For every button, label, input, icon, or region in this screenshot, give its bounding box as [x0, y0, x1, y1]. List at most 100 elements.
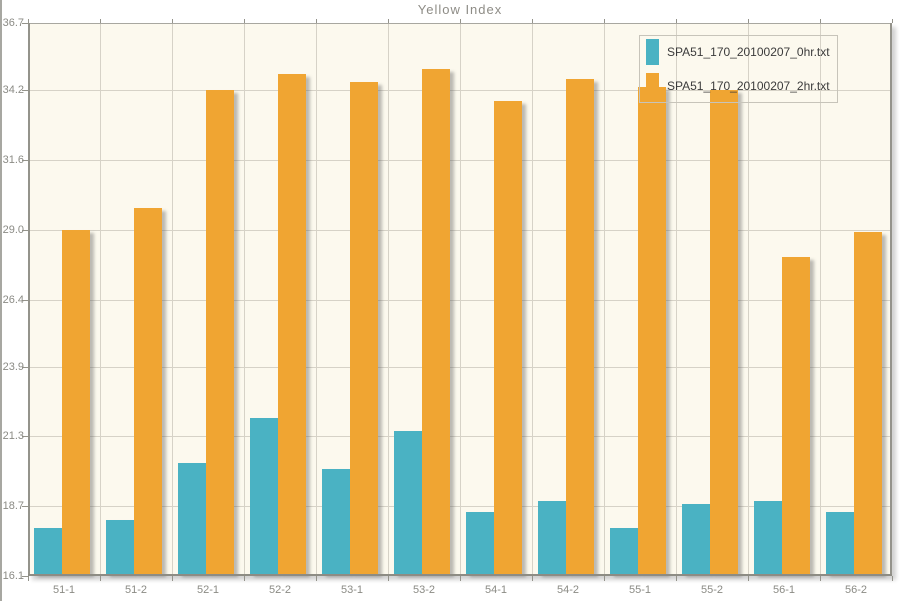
x-tick-mark [892, 576, 893, 581]
x-tick-mark [172, 19, 173, 23]
bar-54-1-series0[interactable] [466, 511, 494, 574]
x-tick-mark [244, 19, 245, 23]
x-tick-mark [460, 576, 461, 581]
x-tick-mark [388, 19, 389, 23]
legend-item-0[interactable]: SPA51_170_20100207_0hr.txt [646, 39, 830, 65]
y-tick-label: 21.3 [2, 430, 24, 443]
v-gridline [676, 23, 677, 576]
axis-top-line [28, 23, 892, 24]
bar-52-2-series1[interactable] [278, 74, 306, 574]
x-tick-label: 55-1 [628, 584, 652, 596]
x-tick-mark [676, 19, 677, 23]
x-tick-mark [748, 576, 749, 581]
x-tick-label: 56-1 [772, 584, 796, 596]
x-tick-label: 51-1 [52, 584, 76, 596]
x-tick-mark [748, 19, 749, 23]
y-tick-label: 31.6 [2, 153, 24, 166]
x-tick-label: 52-1 [196, 584, 220, 596]
y-tick-label: 18.7 [2, 500, 24, 513]
y-tick-mark [22, 299, 28, 301]
legend-box: SPA51_170_20100207_0hr.txt SPA51_170_2010… [639, 35, 838, 103]
x-tick-label: 54-2 [556, 584, 580, 596]
x-tick-mark [28, 576, 29, 581]
v-gridline [748, 23, 749, 576]
bar-52-2-series0[interactable] [250, 417, 278, 574]
x-tick-label: 53-2 [412, 584, 436, 596]
x-axis-line [28, 574, 892, 576]
x-tick-mark [172, 576, 173, 581]
x-tick-mark [532, 576, 533, 581]
y-tick-label: 29.0 [2, 223, 24, 236]
x-tick-mark [460, 19, 461, 23]
bar-55-2-series1[interactable] [710, 90, 738, 574]
legend-item-1[interactable]: SPA51_170_20100207_2hr.txt [646, 73, 830, 99]
bar-56-1-series1[interactable] [782, 256, 810, 574]
x-tick-mark [100, 576, 101, 581]
x-tick-label: 56-2 [844, 584, 868, 596]
v-gridline [316, 23, 317, 576]
bar-54-2-series1[interactable] [566, 79, 594, 574]
v-gridline [388, 23, 389, 576]
v-gridline [820, 23, 821, 576]
x-tick-label: 51-2 [124, 584, 148, 596]
y-tick-label: 16.1 [2, 570, 24, 582]
x-tick-mark [388, 576, 389, 581]
y-axis-line [28, 23, 30, 576]
v-gridline [100, 23, 101, 576]
bar-56-2-series0[interactable] [826, 511, 854, 574]
x-tick-mark [820, 576, 821, 581]
x-tick-label: 52-2 [268, 584, 292, 596]
y-tick-mark [22, 366, 28, 368]
x-tick-mark [532, 19, 533, 23]
y-tick-mark [22, 23, 28, 24]
bar-53-2-series1[interactable] [422, 68, 450, 574]
bar-51-1-series0[interactable] [34, 527, 62, 574]
bar-53-1-series1[interactable] [350, 82, 378, 574]
bar-54-2-series0[interactable] [538, 500, 566, 574]
legend-swatch-icon [646, 73, 659, 99]
y-tick-label: 23.9 [2, 360, 24, 373]
bar-55-1-series1[interactable] [638, 87, 666, 574]
chart-title: Yellow Index [417, 2, 503, 17]
plot-area [28, 23, 892, 576]
v-gridline [604, 23, 605, 576]
bar-55-2-series0[interactable] [682, 503, 710, 574]
x-tick-mark [604, 19, 605, 23]
y-tick-mark [22, 159, 28, 161]
v-gridline [172, 23, 173, 576]
x-tick-mark [100, 19, 101, 23]
y-tick-mark [22, 576, 28, 577]
y-tick-label: 36.7 [2, 17, 24, 29]
x-tick-mark [316, 576, 317, 581]
x-tick-mark [28, 19, 29, 23]
v-gridline [532, 23, 533, 576]
x-tick-mark [892, 19, 893, 23]
x-tick-mark [676, 576, 677, 581]
v-gridline [460, 23, 461, 576]
bar-56-2-series1[interactable] [854, 232, 882, 574]
x-tick-mark [244, 576, 245, 581]
y-tick-label: 34.2 [2, 84, 24, 97]
x-tick-mark [604, 576, 605, 581]
bar-51-2-series1[interactable] [134, 208, 162, 574]
bar-56-1-series0[interactable] [754, 500, 782, 574]
bar-54-1-series1[interactable] [494, 100, 522, 574]
bar-51-1-series1[interactable] [62, 229, 90, 574]
x-tick-label: 54-1 [484, 584, 508, 596]
bar-52-1-series0[interactable] [178, 463, 206, 574]
bar-53-2-series0[interactable] [394, 431, 422, 574]
legend-swatch-icon [646, 39, 659, 65]
chart-frame-left-line [0, 0, 2, 601]
bar-51-2-series0[interactable] [106, 519, 134, 574]
x-tick-label: 55-2 [700, 584, 724, 596]
bar-53-1-series0[interactable] [322, 468, 350, 574]
y-tick-mark [22, 229, 28, 231]
axis-right-line [890, 23, 892, 576]
bar-55-1-series0[interactable] [610, 527, 638, 574]
y-tick-mark [22, 436, 28, 438]
x-tick-label: 53-1 [340, 584, 364, 596]
bar-52-1-series1[interactable] [206, 90, 234, 574]
legend-label: SPA51_170_20100207_0hr.txt [667, 45, 830, 59]
y-tick-mark [22, 506, 28, 508]
